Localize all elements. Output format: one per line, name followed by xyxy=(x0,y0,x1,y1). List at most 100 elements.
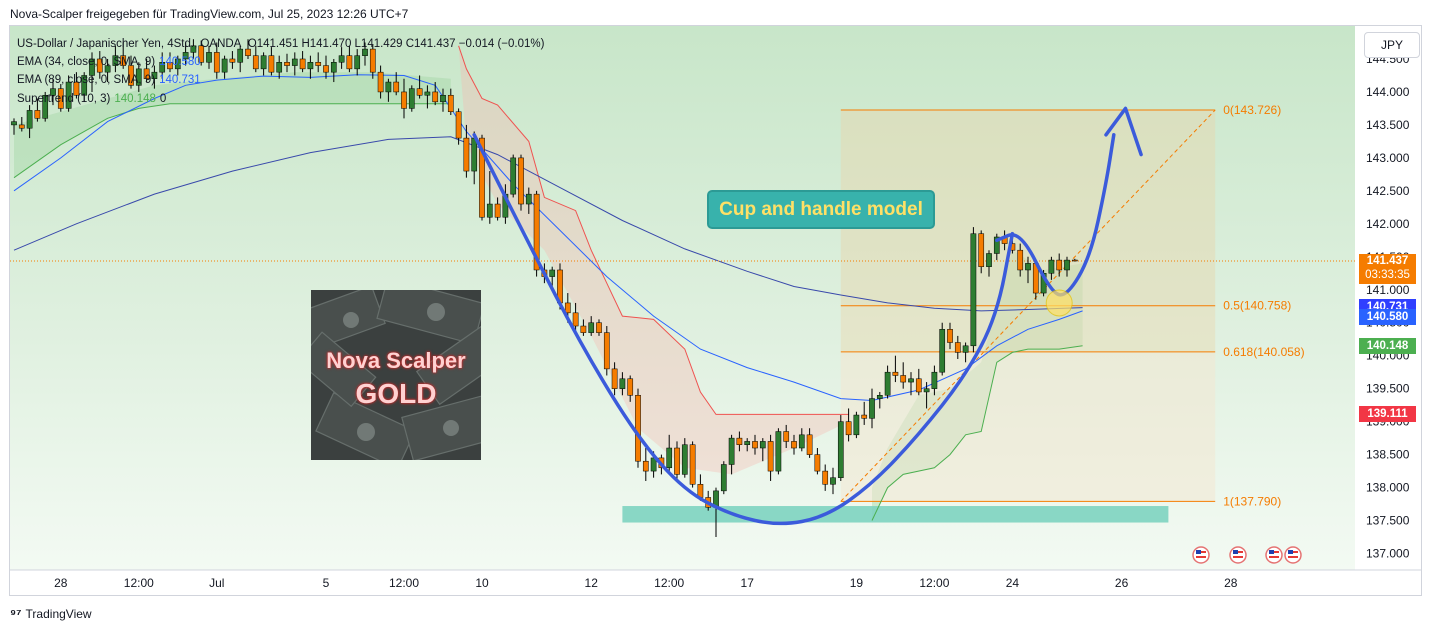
money-background-icon xyxy=(311,290,481,460)
candle-body xyxy=(268,55,275,73)
price-axis-tick: 143.500 xyxy=(1366,118,1410,132)
candle-body xyxy=(112,55,119,66)
candle-body xyxy=(596,322,602,333)
legend-supertrend-extra: 0 xyxy=(159,92,167,105)
candle-body xyxy=(213,52,220,73)
candle-body xyxy=(728,437,735,465)
candle-body xyxy=(1048,259,1055,274)
time-axis-tick: 28 xyxy=(54,576,68,590)
badge-line1: Nova Scalper xyxy=(326,348,466,373)
candle-body xyxy=(830,477,836,485)
candle-body xyxy=(65,81,72,109)
candle-body xyxy=(923,388,930,393)
candle-body xyxy=(759,441,766,449)
candle-body xyxy=(970,233,977,347)
candle-body xyxy=(572,312,579,327)
support-zone xyxy=(622,506,1169,523)
candle-body xyxy=(510,157,517,195)
candle-body xyxy=(861,414,868,419)
candle-body xyxy=(947,329,953,343)
candle-body xyxy=(479,137,485,218)
fib-trend-line xyxy=(840,109,1216,502)
candle-body xyxy=(635,395,641,462)
candle-body xyxy=(642,460,649,472)
candle-body xyxy=(806,434,813,455)
badge-line2: GOLD xyxy=(355,378,437,409)
candle-body xyxy=(869,398,875,419)
candle-body xyxy=(89,58,95,76)
us-flag-event-icon xyxy=(1284,546,1302,564)
price-axis-tick: 138.000 xyxy=(1366,481,1410,495)
last-price-tag: 141.437 03:33:35 xyxy=(1359,253,1416,284)
chart-frame xyxy=(9,25,1422,596)
candle-body xyxy=(986,253,992,267)
tradingview-logo-icon: ⁹⁷ xyxy=(10,606,22,621)
candle-body xyxy=(962,345,969,353)
candle-body xyxy=(876,395,883,399)
last-price-value: 141.437 xyxy=(1366,254,1409,267)
price-axis-tick: 142.000 xyxy=(1366,217,1410,231)
candle-body xyxy=(237,48,244,63)
supertrend-price-tag: 140.148 xyxy=(1359,337,1416,354)
candle-body xyxy=(814,454,821,472)
candle-body xyxy=(775,431,782,472)
footer-brand[interactable]: ⁹⁷ TradingView xyxy=(10,606,92,621)
candle-body xyxy=(681,444,688,475)
candle-body xyxy=(432,91,439,103)
price-axis-tick: 141.000 xyxy=(1366,283,1410,297)
candle-body xyxy=(408,88,415,109)
candle-body xyxy=(689,444,696,485)
time-axis-tick: 28 xyxy=(1224,576,1238,590)
candle-body xyxy=(174,58,181,70)
candle-body xyxy=(369,48,376,73)
legend-ohlc: O141.451 H141.470 L141.429 C141.437 −0.0… xyxy=(247,38,545,50)
candle-body xyxy=(354,55,361,70)
candle-body xyxy=(1017,249,1024,271)
candle-body xyxy=(440,94,446,103)
candle-body xyxy=(182,52,189,60)
handle-circle-marker xyxy=(1045,289,1073,317)
candle-body xyxy=(486,203,493,218)
candle-body xyxy=(291,58,298,66)
legend-ema34[interactable]: EMA (34, close, 0, SMA, 9) xyxy=(17,56,156,69)
red-level-price-tag: 139.111 xyxy=(1359,406,1416,423)
candle-body xyxy=(1025,263,1031,271)
legend-ema89[interactable]: EMA (89, close, 0, SMA, 9) xyxy=(17,74,156,87)
supertrend-red-line xyxy=(458,45,849,415)
candle-body xyxy=(783,431,790,442)
candle-body xyxy=(57,88,64,109)
legend-symbol[interactable]: US-Dollar / Japanischer Yen, 4Std., OAND… xyxy=(17,38,242,50)
ema89-line xyxy=(13,136,1083,312)
cup-and-handle-label[interactable]: Cup and handle model xyxy=(707,190,935,229)
candle-body xyxy=(525,193,532,205)
candle-body xyxy=(252,55,259,70)
candle-body xyxy=(580,325,587,333)
candle-body xyxy=(931,371,938,389)
candle-body xyxy=(518,157,524,205)
candle-body xyxy=(424,91,431,96)
candle-body xyxy=(229,58,236,63)
fib-level-label: 1(137.790) xyxy=(1223,494,1281,508)
candle-body xyxy=(627,378,634,396)
candle-body xyxy=(845,421,852,436)
candle-body xyxy=(198,45,205,63)
cup-curve xyxy=(472,133,1015,526)
candle-body xyxy=(463,137,470,172)
bar-countdown: 03:33:35 xyxy=(1365,268,1410,281)
candle-body xyxy=(81,75,88,96)
candle-body xyxy=(260,55,267,70)
candle-body xyxy=(1071,259,1078,262)
currency-button[interactable]: JPY xyxy=(1364,32,1420,58)
candle-body xyxy=(447,94,454,112)
price-axis-tick: 138.500 xyxy=(1366,448,1410,462)
legend-supertrend-value: 140.148 xyxy=(114,92,156,105)
candle-body xyxy=(915,378,922,393)
candle-body xyxy=(104,65,111,73)
ema34-price-tag: 140.580 xyxy=(1359,309,1416,326)
candle-body xyxy=(206,52,212,63)
candle-body xyxy=(1064,259,1070,271)
candle-body xyxy=(323,65,329,73)
price-axis-tick: 139.500 xyxy=(1366,382,1410,396)
legend-supertrend[interactable]: Supertrend (10, 3) xyxy=(17,92,111,105)
